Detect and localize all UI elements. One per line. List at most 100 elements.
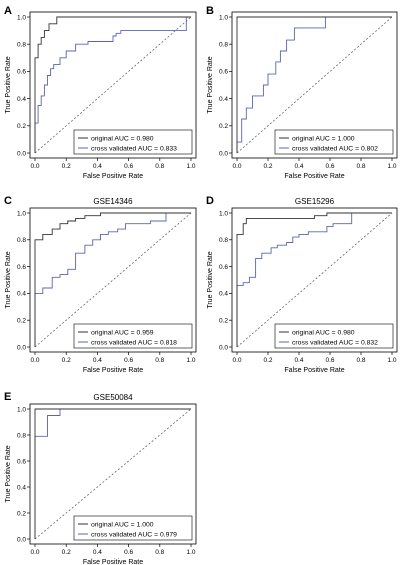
- y-tick-label: 0.2: [17, 510, 26, 517]
- legend-label-original: original AUC = 1.000: [292, 135, 355, 142]
- legend: original AUC = 0.959 cross validated AUC …: [73, 323, 193, 349]
- cross-validated-roc-line: [34, 17, 187, 153]
- chance-diagonal: [34, 408, 192, 540]
- x-tick-label: 0.0: [232, 163, 241, 170]
- x-tick-label: 0.4: [294, 163, 303, 170]
- x-tick-label: 0.2: [62, 163, 71, 170]
- roc-panel-e: E GSE50084 0.0 0.2 0.4 0.6 0.8 1.0 0.0 0.2 0.4 0.6 0…: [4, 391, 197, 565]
- y-tick-label: 1.0: [17, 14, 26, 21]
- legend-label-cross-validated: cross validated AUC = 0.802: [292, 145, 378, 152]
- panel-letter: D: [206, 195, 214, 207]
- plot-frame: [231, 207, 398, 353]
- y-tick-label: 0.6: [17, 264, 26, 271]
- x-tick-label: 0.2: [62, 549, 71, 556]
- y-tick-label: 0.4: [219, 291, 228, 298]
- original-roc-line: [236, 212, 392, 347]
- y-tick-label: 0.0: [219, 150, 228, 157]
- y-tick-label: 0.2: [219, 318, 228, 325]
- cross-validated-roc-line: [236, 16, 392, 153]
- y-tick-label: 0.4: [17, 484, 26, 491]
- panel-letter: E: [4, 391, 11, 403]
- x-axis-label: False Positive Rate: [284, 173, 344, 180]
- legend: original AUC = 1.000 cross validated AUC …: [73, 515, 193, 541]
- roc-panel-a: A 0.0 0.2 0.4 0.6 0.8 1.0 0.0 0.2 0.4 0.6 0.8 1.0 Fal…: [4, 5, 197, 180]
- roc-panel-b: B 0.0 0.2 0.4 0.6 0.8 1.0 0.0 0.2 0.4 0.6 0.8 1.0 Fal…: [206, 5, 398, 180]
- x-axis-label: False Positive Rate: [83, 367, 143, 374]
- x-tick-label: 1.0: [387, 357, 396, 364]
- legend-box: [73, 129, 193, 155]
- x-tick-label: 0.6: [124, 163, 133, 170]
- x-tick-label: 1.0: [186, 357, 195, 364]
- legend-label-original: original AUC = 0.980: [292, 329, 355, 336]
- y-tick-label: 0.8: [17, 237, 26, 244]
- y-tick-label: 0.4: [219, 96, 228, 103]
- original-roc-line: [34, 212, 191, 347]
- cross-validated-roc-line: [236, 212, 392, 347]
- plot-frame: [231, 11, 398, 159]
- panel-title: GSE15296: [295, 197, 335, 206]
- y-tick-label: 0.0: [17, 536, 26, 543]
- y-tick-label: 0.6: [219, 69, 228, 76]
- y-axis-label: True Positive Rate: [207, 251, 214, 308]
- y-axis-label: True Positive Rate: [5, 251, 12, 308]
- y-tick-label: 0.8: [219, 42, 228, 49]
- x-tick-label: 0.6: [124, 549, 133, 556]
- plot-frame: [29, 207, 197, 353]
- panel-letter: A: [4, 5, 12, 17]
- chance-diagonal: [34, 16, 192, 154]
- y-tick-label: 0.6: [219, 264, 228, 271]
- x-tick-label: 0.6: [325, 163, 334, 170]
- original-roc-line: [34, 16, 191, 153]
- legend: original AUC = 0.980 cross validated AUC …: [274, 323, 394, 349]
- y-tick-label: 0.2: [17, 318, 26, 325]
- x-tick-label: 0.4: [93, 357, 102, 364]
- y-tick-label: 0.0: [17, 150, 26, 157]
- x-tick-label: 0.4: [93, 163, 102, 170]
- plot-frame: [29, 403, 197, 545]
- y-tick-label: 0.2: [17, 123, 26, 130]
- x-tick-label: 0.0: [232, 357, 241, 364]
- x-tick-label: 1.0: [186, 163, 195, 170]
- x-tick-label: 0.8: [155, 549, 164, 556]
- legend-label-original: original AUC = 1.000: [91, 521, 154, 528]
- legend-label-cross-validated: cross validated AUC = 0.833: [91, 145, 177, 152]
- x-tick-label: 0.2: [263, 357, 272, 364]
- legend-label-cross-validated: cross validated AUC = 0.832: [292, 339, 378, 346]
- x-tick-label: 0.4: [294, 357, 303, 364]
- legend-box: [73, 515, 193, 541]
- x-tick-label: 0.6: [124, 357, 133, 364]
- original-roc-line: [34, 408, 191, 539]
- cross-validated-roc-line: [34, 212, 191, 347]
- y-tick-label: 0.8: [219, 237, 228, 244]
- x-tick-label: 1.0: [387, 163, 396, 170]
- panel-letter: C: [4, 195, 12, 207]
- x-tick-label: 0.0: [30, 549, 39, 556]
- y-tick-label: 0.4: [17, 96, 26, 103]
- y-tick-label: 0.0: [219, 344, 228, 351]
- y-tick-label: 1.0: [219, 14, 228, 21]
- plot-frame: [29, 11, 197, 159]
- legend: original AUC = 1.000 cross validated AUC …: [274, 129, 394, 155]
- x-tick-label: 1.0: [186, 549, 195, 556]
- y-tick-label: 1.0: [17, 406, 26, 413]
- y-axis-label: True Positive Rate: [5, 445, 12, 502]
- legend-label-original: original AUC = 0.980: [91, 135, 154, 142]
- panel-title: GSE50084: [93, 393, 133, 402]
- y-tick-label: 1.0: [219, 210, 228, 217]
- x-tick-label: 0.6: [325, 357, 334, 364]
- legend-label-original: original AUC = 0.959: [91, 329, 154, 336]
- x-axis-label: False Positive Rate: [83, 559, 143, 565]
- legend-label-cross-validated: cross validated AUC = 0.818: [91, 339, 177, 346]
- legend-label-cross-validated: cross validated AUC = 0.979: [91, 531, 177, 538]
- x-tick-label: 0.2: [263, 163, 272, 170]
- x-tick-label: 0.8: [356, 357, 365, 364]
- y-tick-label: 0.8: [17, 42, 26, 49]
- legend-box: [73, 323, 193, 349]
- x-tick-label: 0.2: [62, 357, 71, 364]
- x-axis-label: False Positive Rate: [284, 367, 344, 374]
- original-roc-line: [236, 16, 392, 153]
- x-tick-label: 0.8: [356, 163, 365, 170]
- y-axis-label: True Positive Rate: [5, 56, 12, 113]
- y-tick-label: 0.6: [17, 458, 26, 465]
